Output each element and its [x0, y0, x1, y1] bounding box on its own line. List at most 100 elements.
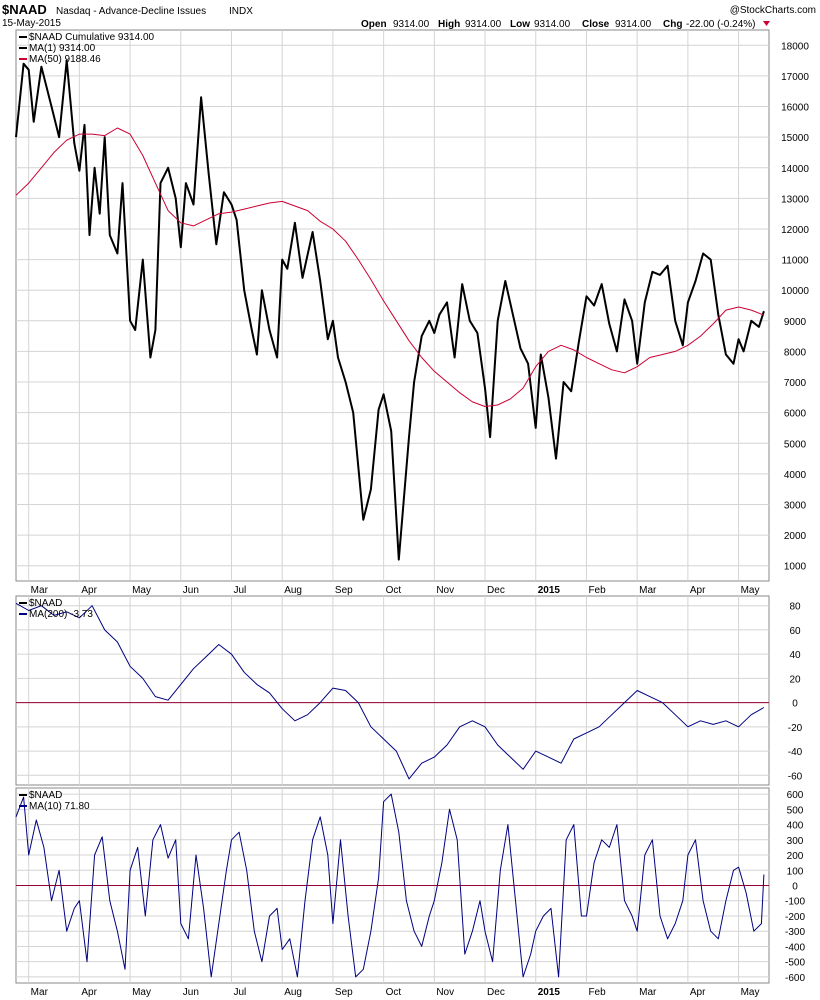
x-tick-label: Dec [487, 987, 505, 998]
y-tick-label: -300 [785, 927, 805, 938]
y-tick-label: 5000 [784, 439, 807, 450]
chg-down-arrow-icon [763, 21, 770, 26]
x-tick-label: 2015 [538, 585, 561, 596]
y-tick-label: -600 [785, 973, 805, 984]
close-value: 9314.00 [615, 19, 652, 30]
x-tick-label: May [132, 585, 151, 596]
chg-value: -22.00 (-0.24%) [686, 19, 755, 30]
x-tick-label: Feb [588, 585, 606, 596]
x-tick-label: Oct [386, 585, 402, 596]
y-tick-label: -40 [788, 747, 803, 758]
y-tick-label: 2000 [784, 531, 807, 542]
x-tick-label: Mar [31, 585, 49, 596]
x-tick-label: Mar [639, 585, 657, 596]
x-tick-label: Nov [436, 585, 454, 596]
legend-label: $NAAD [29, 790, 62, 801]
high-value: 9314.00 [465, 19, 502, 30]
y-tick-label: 8000 [784, 347, 807, 358]
x-tick-label: Feb [588, 987, 606, 998]
x-tick-label: Apr [81, 987, 97, 998]
low-label: Low [510, 19, 530, 30]
legend-label: MA(50) 9188.46 [29, 54, 101, 65]
x-tick-label: Dec [487, 585, 505, 596]
ma10-panel: Mar Apr May Jun Jul Aug Sep Oct Nov Dec 2015 Feb Mar… [15, 787, 805, 998]
exchange: INDX [229, 6, 253, 17]
y-tick-label: 15000 [781, 133, 809, 144]
x-tick-label: Jul [234, 987, 247, 998]
date: 15-May-2015 [2, 18, 61, 29]
y-tick-label: 40 [789, 650, 801, 661]
y-tick-label: 11000 [781, 256, 809, 267]
legend-label: $NAAD [29, 598, 62, 609]
x-tick-label: Aug [284, 585, 302, 596]
y-tick-label: 7000 [784, 378, 807, 389]
y-tick-label: 18000 [781, 41, 809, 52]
ohlc-readout: Open 9314.00 High 9314.00 Low 9314.00 Cl… [361, 19, 770, 30]
y-tick-label: 200 [787, 851, 804, 862]
description: Nasdaq - Advance-Decline Issues [56, 6, 206, 17]
x-tick-label: May [741, 585, 760, 596]
y-tick-label: 13000 [781, 194, 809, 205]
x-tick-label: Sep [335, 585, 353, 596]
chg-label: Chg [663, 19, 682, 30]
y-tick-label: 300 [787, 836, 804, 847]
symbol: $NAAD [2, 2, 47, 17]
x-tick-label: May [741, 987, 760, 998]
y-tick-label: 17000 [781, 72, 809, 83]
close-label: Close [582, 19, 610, 30]
legend-label: MA(10) 71.80 [29, 801, 90, 812]
y-tick-label: -100 [785, 897, 805, 908]
y-tick-label: 9000 [784, 317, 807, 328]
x-tick-label: Mar [31, 987, 49, 998]
legend-label: $NAAD Cumulative 9314.00 [29, 32, 155, 43]
x-tick-label: Oct [386, 987, 402, 998]
x-tick-label: Apr [690, 585, 706, 596]
low-value: 9314.00 [534, 19, 571, 30]
x-tick-label: Nov [436, 987, 454, 998]
y-tick-label: 6000 [784, 409, 807, 420]
y-tick-label: -20 [788, 723, 803, 734]
high-label: High [438, 19, 460, 30]
y-tick-label: 60 [789, 626, 801, 637]
x-tick-label: Apr [690, 987, 706, 998]
y-tick-label: -400 [785, 942, 805, 953]
series-line [15, 602, 765, 780]
y-tick-label: 600 [787, 790, 804, 801]
y-tick-label: -500 [785, 958, 805, 969]
y-tick-label: 1000 [784, 562, 807, 573]
x-tick-label: Mar [639, 987, 657, 998]
x-tick-label: Jun [183, 585, 199, 596]
y-tick-label: 500 [787, 805, 804, 816]
y-tick-label: 80 [789, 602, 801, 613]
x-tick-label: Jun [183, 987, 199, 998]
series-line [15, 59, 765, 561]
x-tick-label: May [132, 987, 151, 998]
open-label: Open [361, 19, 387, 30]
y-tick-label: 14000 [781, 164, 809, 175]
y-tick-label: 4000 [784, 470, 807, 481]
plot-frame [15, 595, 770, 786]
legend-label: MA(1) 9314.00 [29, 43, 96, 54]
series-line [15, 793, 765, 978]
watermark: @StockCharts.com [730, 5, 816, 16]
y-tick-label: 3000 [784, 500, 807, 511]
y-tick-label: 0 [792, 699, 798, 710]
y-tick-label: -200 [785, 912, 805, 923]
x-tick-label: Apr [81, 585, 97, 596]
x-tick-label: 2015 [538, 987, 561, 998]
x-tick-label: Jul [234, 585, 247, 596]
y-tick-label: 0 [792, 882, 798, 893]
y-tick-label: 16000 [781, 103, 809, 114]
y-tick-label: 400 [787, 821, 804, 832]
legend-label: MA(200) -3.73 [29, 609, 93, 620]
y-tick-label: 10000 [781, 286, 809, 297]
open-value: 9314.00 [393, 19, 430, 30]
series-line [15, 127, 765, 407]
y-tick-label: -60 [788, 771, 803, 782]
x-tick-label: Aug [284, 987, 302, 998]
y-tick-label: 20 [789, 674, 801, 685]
y-tick-label: 12000 [781, 225, 809, 236]
price-panel: Mar Apr May Jun Jul Aug Sep Oct Nov Dec 2015 Feb Mar… [15, 29, 809, 596]
